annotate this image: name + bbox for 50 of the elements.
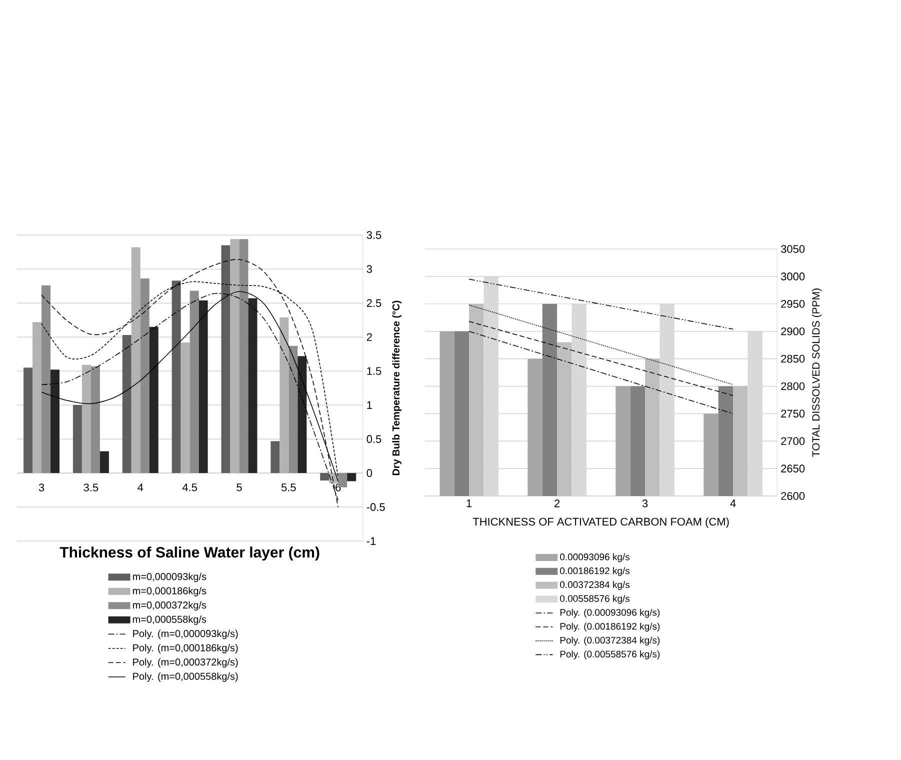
legend-label: Poly. (0.00186192 kg/s) — [560, 622, 660, 632]
legend-label: Poly. (0.00372384 kg/s) — [560, 636, 660, 646]
y-tick-label: 2600 — [781, 492, 805, 500]
y-tick-label: 3.5 — [366, 231, 382, 239]
x-tick-label: 3 — [38, 484, 44, 492]
legend-label: Poly. (0.00558576 kg/s) — [560, 650, 660, 660]
legend-label: m=0,000093kg/s — [132, 572, 206, 582]
y-tick-label: 2750 — [781, 410, 805, 418]
legend-label: m=0,000186kg/s — [132, 587, 206, 596]
y-tick-label: 2950 — [781, 300, 805, 308]
y-tick-label: 2700 — [781, 437, 805, 445]
x-tick-label: 4 — [730, 500, 736, 508]
legend-label: 0.00186192 kg/s — [560, 567, 630, 576]
x-tick-label: 1 — [466, 500, 472, 508]
y-tick-label: 2900 — [781, 327, 805, 336]
y-tick-label: 3 — [366, 265, 372, 273]
legend-label: Poly. (m=0,000372kg/s) — [133, 658, 238, 668]
y-tick-label: 0 — [366, 469, 372, 477]
x-axis-title: Thickness of Saline Water layer (cm) — [60, 546, 320, 561]
y-tick-label: 3050 — [781, 245, 805, 253]
legend-label: m=0,000558kg/s — [132, 616, 206, 625]
y-tick-label: 3000 — [781, 272, 805, 280]
x-tick-label: 4 — [138, 484, 144, 492]
y-tick-label: 2850 — [781, 354, 805, 363]
y-tick-label: 2.5 — [366, 299, 382, 307]
y-tick-label: -0.5 — [366, 503, 385, 511]
legend-label: 0.00372384 kg/s — [560, 581, 630, 590]
legend-label: m=0,000372kg/s — [132, 601, 206, 611]
legend-label: Poly. (m=0,000093kg/s) — [133, 630, 238, 640]
y-tick-label: -1 — [366, 537, 376, 545]
legend-label: 0.00093096 kg/s — [560, 553, 630, 562]
y-tick-label: 2650 — [781, 464, 805, 472]
y-tick-label: 1 — [367, 401, 372, 409]
legend-label: Poly. (m=0,000186kg/s) — [133, 644, 238, 654]
legend-label: 0.00558576 kg/s — [560, 594, 630, 604]
y-tick-label: 2800 — [781, 382, 805, 390]
x-tick-label: 5.5 — [281, 484, 296, 492]
y-axis-title: TOTAL DISSOLVED SOLIDS (PPM) — [812, 288, 822, 457]
x-tick-label: 2 — [554, 500, 560, 508]
y-tick-label: 1.5 — [367, 367, 382, 375]
x-tick-label: 3 — [642, 500, 648, 508]
legend-label: Poly. (m=0,000558kg/s) — [133, 672, 238, 682]
x-tick-label: 5 — [236, 484, 242, 492]
legend-label: Poly. (0.00093096 kg/s) — [560, 608, 660, 618]
x-tick-label: 4.5 — [182, 484, 197, 492]
y-tick-label: 0.5 — [366, 435, 382, 443]
x-axis-title: THICKNESS OF ACTIVATED CARBON FOAM (CM) — [472, 518, 729, 528]
x-tick-label: 3.5 — [84, 484, 98, 492]
y-axis-title: Dry Bulb Temperature difference (°C) — [392, 300, 402, 476]
y-tick-label: 2 — [366, 333, 372, 341]
